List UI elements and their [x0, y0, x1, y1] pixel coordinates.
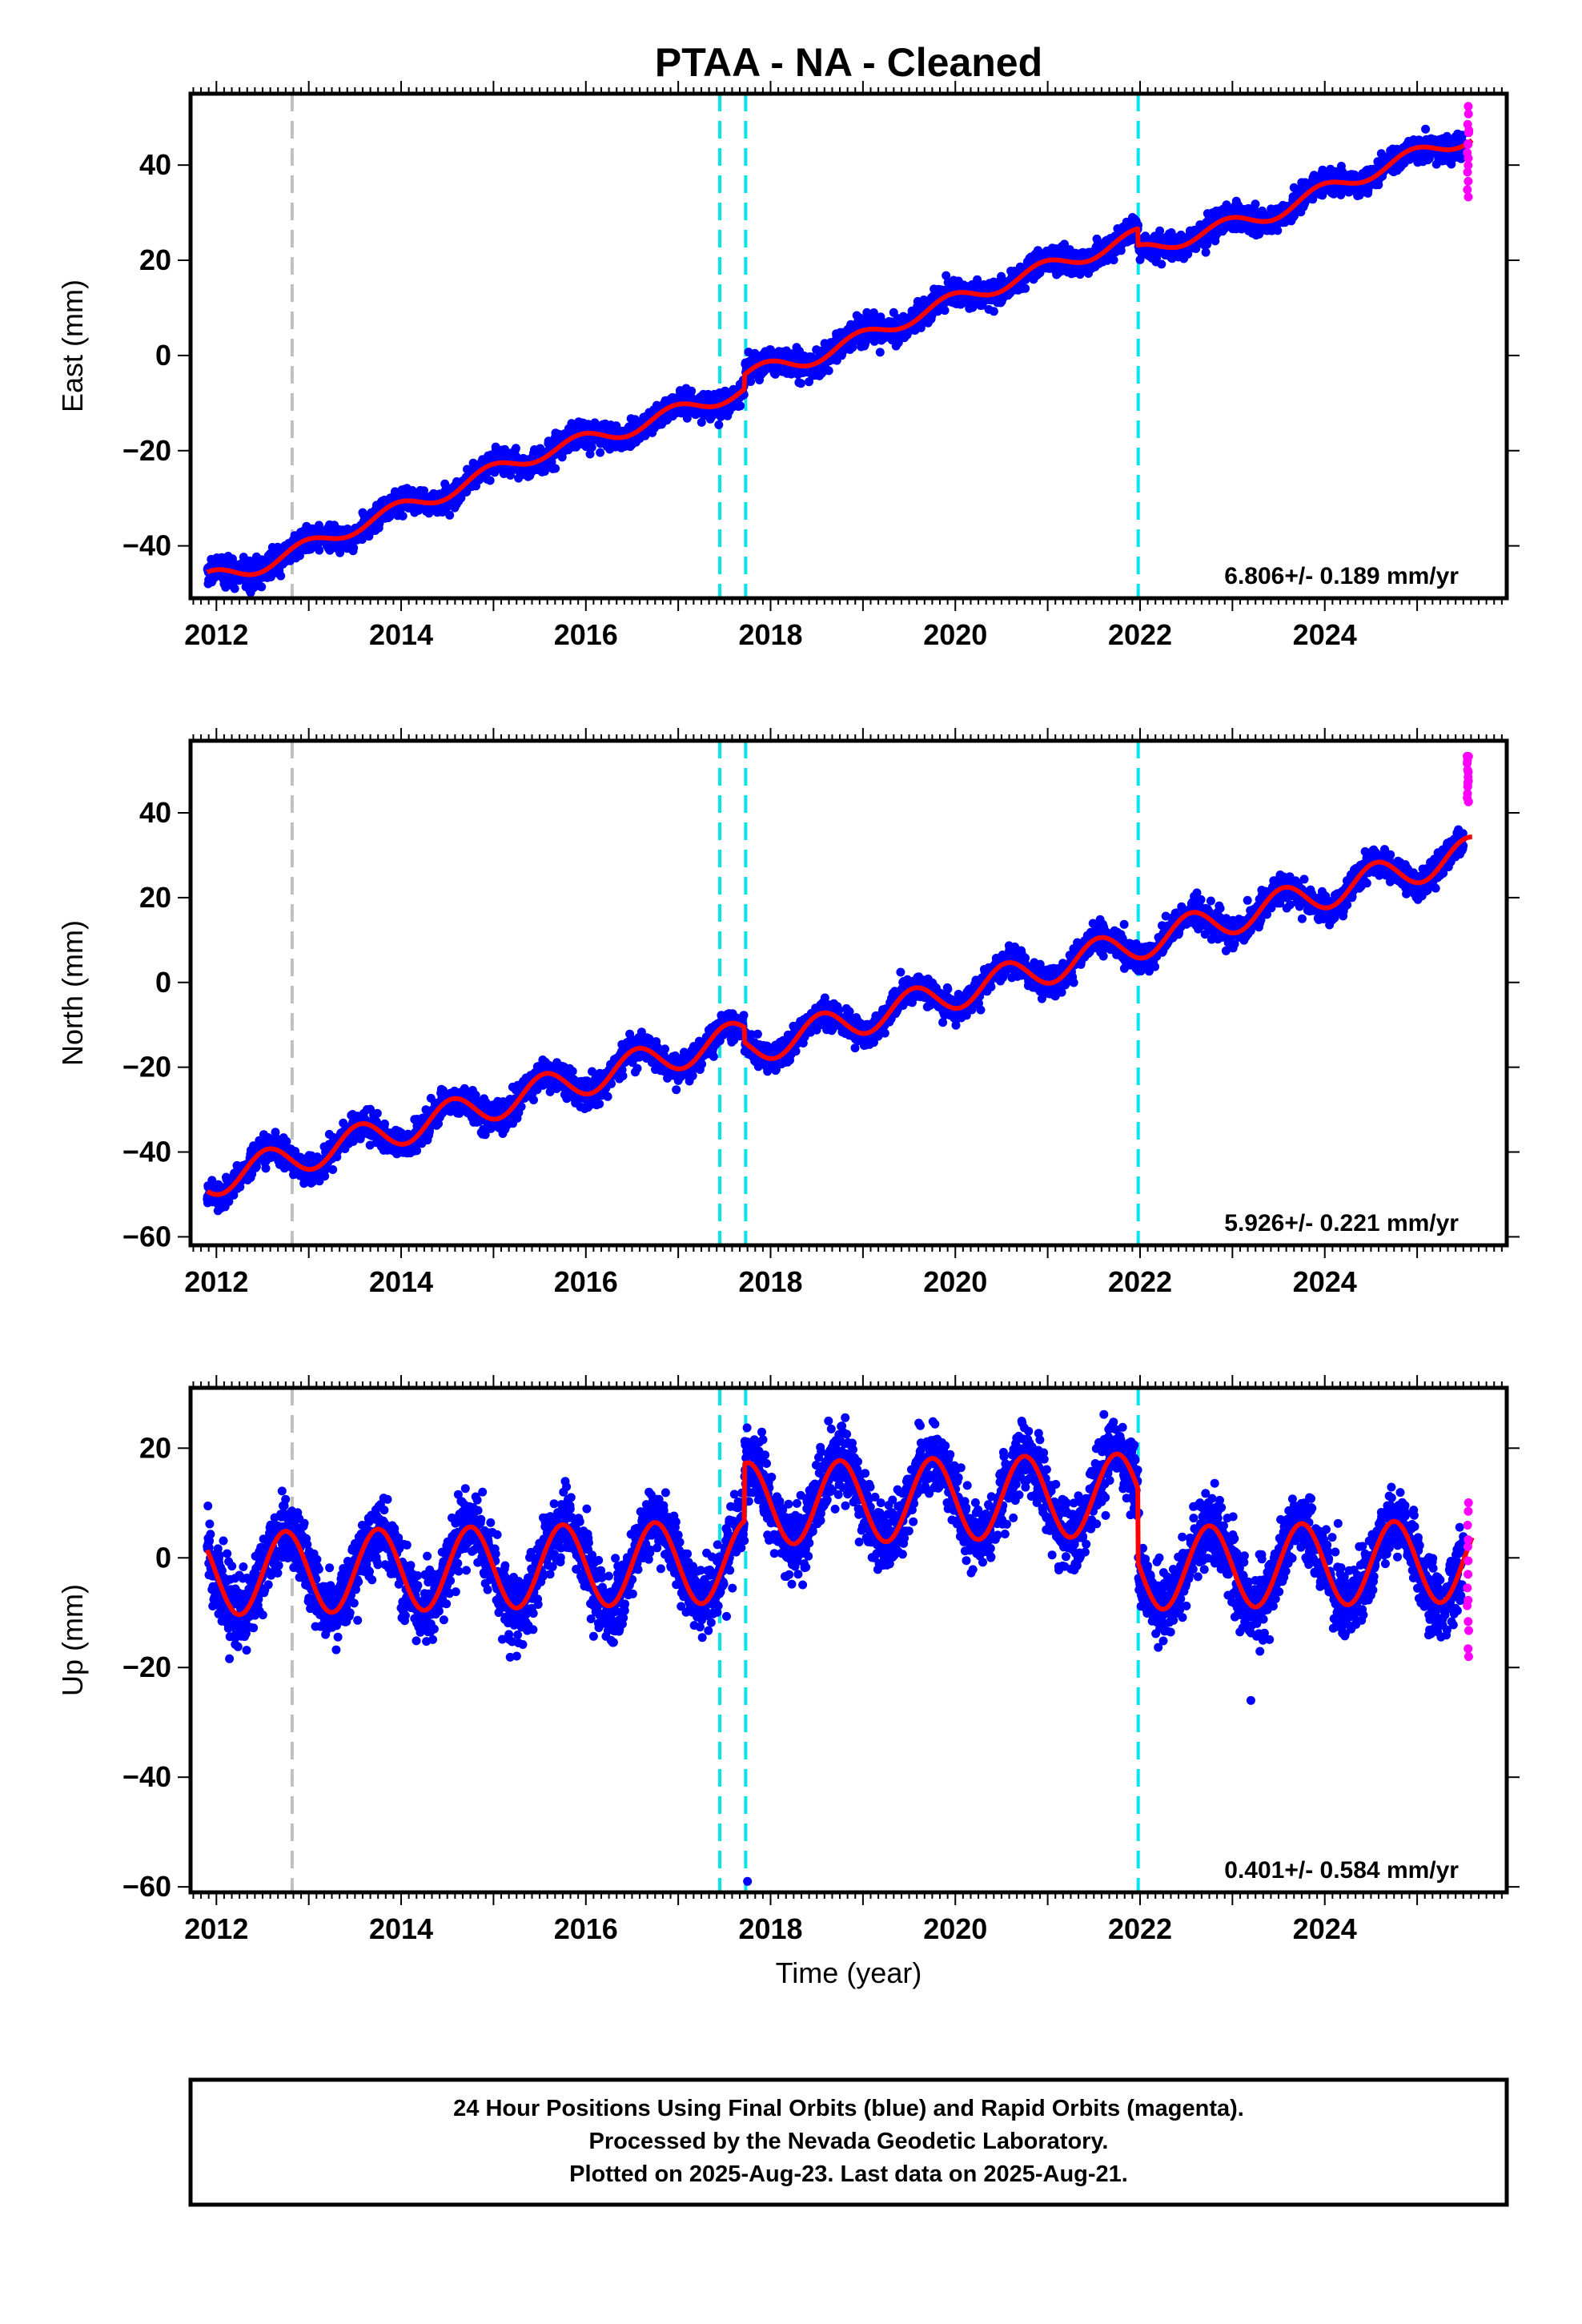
final-orbit-point: [940, 306, 950, 316]
final-orbit-point: [315, 545, 324, 555]
rapid-orbit-point: [1463, 185, 1472, 195]
final-orbit-point: [989, 307, 998, 316]
east-rapid-points: [1463, 102, 1474, 202]
final-orbit-point: [257, 582, 267, 592]
final-orbit-point: [1251, 199, 1260, 209]
final-orbit-point: [1421, 124, 1431, 134]
final-orbit-point: [736, 401, 745, 411]
final-orbit-point: [697, 417, 706, 427]
final-orbit-point: [1273, 226, 1283, 235]
final-orbit-point: [1157, 259, 1166, 269]
final-orbit-point: [585, 449, 595, 459]
final-orbit-point: [551, 464, 560, 473]
final-orbit-point: [276, 571, 286, 581]
east-x-tick-label: 2018: [738, 618, 802, 651]
east-panel: −40 −20 0 20 40 2012 2014 2016 2018 2020 2022 2024 E…: [56, 81, 1520, 651]
east-x-tick-label: 2014: [369, 618, 433, 651]
final-orbit-point: [587, 443, 596, 452]
east-y-tick-label: −40: [122, 529, 171, 562]
final-orbit-point: [1109, 255, 1118, 265]
east-y-axis-label: East (mm): [56, 279, 89, 412]
east-x-tick-label: 2012: [184, 618, 248, 651]
final-orbit-point: [824, 366, 833, 376]
rapid-orbit-point: [1463, 148, 1472, 158]
east-x-tick-label: 2022: [1108, 618, 1172, 651]
final-orbit-point: [1201, 247, 1211, 257]
rapid-orbit-point: [1463, 119, 1472, 129]
final-orbit-point: [485, 476, 495, 485]
final-orbit-point: [796, 379, 805, 388]
final-orbit-point: [398, 511, 408, 521]
final-orbit-point: [230, 584, 239, 593]
east-y-tick-label: 20: [139, 243, 171, 276]
final-orbit-point: [445, 510, 455, 520]
east-x-tick-label: 2020: [923, 618, 987, 651]
rapid-orbit-point: [1464, 102, 1473, 111]
east-y-tick-label: 40: [139, 148, 171, 181]
final-orbit-point: [596, 448, 605, 457]
final-orbit-point: [687, 386, 697, 396]
east-plot-area: [203, 94, 1475, 598]
east-y-tick-label: −20: [122, 434, 171, 467]
final-orbit-point: [511, 444, 520, 453]
rapid-orbit-point: [1464, 176, 1473, 186]
chart-title: PTAA - NA - Cleaned: [655, 40, 1042, 85]
east-velocity-label: 6.806+/- 0.189 mm/yr: [1224, 563, 1459, 589]
final-orbit-point: [1021, 283, 1030, 293]
east-x-tick-label: 2024: [1293, 618, 1357, 651]
rapid-orbit-point: [1464, 139, 1473, 149]
final-orbit-point: [875, 348, 885, 357]
east-x-tick-label: 2016: [554, 618, 618, 651]
north-ticks: [178, 728, 1520, 1258]
east-y-tick-label: 0: [155, 339, 171, 372]
final-orbit-point: [547, 457, 556, 467]
rapid-orbit-point: [1464, 109, 1473, 119]
final-orbit-point: [714, 420, 724, 429]
final-orbit-point: [349, 543, 359, 553]
east-final-points: [203, 124, 1468, 597]
